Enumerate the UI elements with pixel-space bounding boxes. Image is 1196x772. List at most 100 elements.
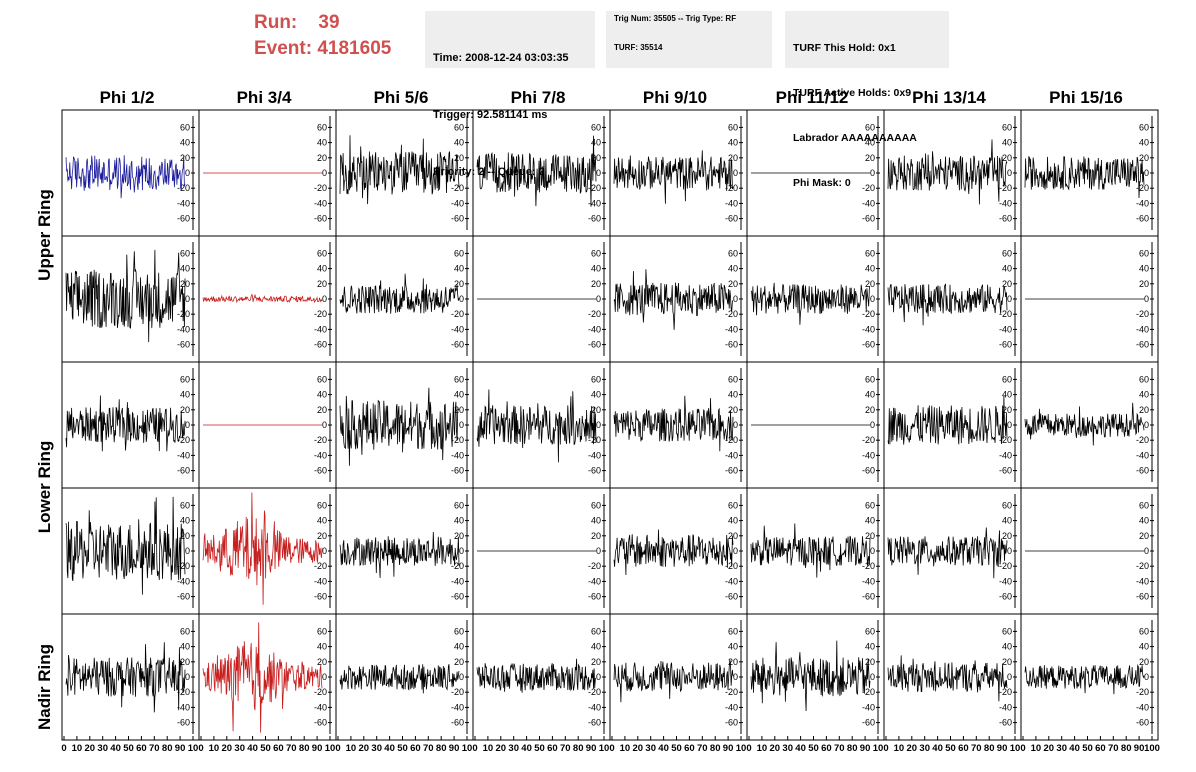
y-tick-label: 20 (1139, 531, 1149, 541)
y-tick-label: 40 (1139, 642, 1149, 652)
y-tick-label: -40 (314, 450, 327, 460)
y-tick-label: 60 (728, 626, 738, 636)
y-tick-label: 40 (728, 516, 738, 526)
y-tick-label: 40 (1002, 516, 1012, 526)
y-tick-label: -20 (314, 435, 327, 445)
y-tick-label: -60 (451, 592, 464, 602)
x-tick-label: 0 (746, 743, 751, 754)
y-tick-label: -40 (451, 198, 464, 208)
y-tick-label: 20 (728, 153, 738, 163)
y-tick-label: 0 (1144, 672, 1149, 682)
y-tick-label: -40 (451, 702, 464, 712)
labrador-text: Labrador AAAAAAAAAA (793, 132, 917, 144)
x-tick-label: 50 (1082, 743, 1093, 754)
y-tick-label: 40 (865, 138, 875, 148)
y-tick-label: -20 (725, 309, 738, 319)
y-tick-label: 0 (870, 672, 875, 682)
y-tick-label: 60 (591, 374, 601, 384)
waveform-trace (750, 523, 871, 578)
y-tick-label: 20 (454, 279, 464, 289)
x-tick-label: 10 (599, 743, 610, 754)
x-tick-label: 40 (1069, 743, 1080, 754)
y-tick-label: 60 (317, 626, 327, 636)
y-tick-label: 60 (591, 248, 601, 258)
y-tick-label: 20 (591, 405, 601, 415)
waveform-trace (65, 249, 186, 343)
waveform-trace (750, 282, 871, 325)
y-tick-label: -60 (1136, 340, 1149, 350)
waveform-trace (750, 640, 871, 712)
y-tick-label: 20 (1139, 153, 1149, 163)
run-line: Run: 39 (254, 10, 391, 36)
y-tick-label: 60 (180, 500, 190, 510)
y-tick-label: -60 (862, 214, 875, 224)
y-tick-label: 0 (596, 672, 601, 682)
waveform-trace (65, 642, 186, 713)
y-tick-label: -60 (177, 466, 190, 476)
y-tick-label: -20 (588, 183, 601, 193)
y-tick-label: 60 (1002, 248, 1012, 258)
y-tick-label: -20 (999, 309, 1012, 319)
y-tick-label: 20 (180, 405, 190, 415)
y-tick-label: 40 (1139, 138, 1149, 148)
y-tick-label: -20 (725, 435, 738, 445)
y-tick-label: 60 (1139, 122, 1149, 132)
y-tick-label: -40 (862, 450, 875, 460)
y-tick-label: -60 (862, 466, 875, 476)
x-tick-label: 90 (586, 743, 597, 754)
x-tick-label: 30 (97, 743, 108, 754)
y-tick-label: -40 (725, 450, 738, 460)
y-tick-label: -40 (588, 450, 601, 460)
x-tick-label: 30 (782, 743, 793, 754)
y-tick-label: -60 (177, 340, 190, 350)
y-tick-label: -60 (314, 214, 327, 224)
y-tick-label: 40 (180, 138, 190, 148)
x-tick-label: 70 (1108, 743, 1119, 754)
waveform-trace (339, 531, 460, 578)
y-tick-label: -60 (862, 340, 875, 350)
x-tick-label: 20 (359, 743, 370, 754)
y-tick-label: -60 (451, 340, 464, 350)
y-tick-label: 40 (1002, 138, 1012, 148)
y-tick-label: 60 (865, 374, 875, 384)
y-tick-label: 60 (317, 374, 327, 384)
y-tick-label: -40 (177, 324, 190, 334)
x-tick-label: 40 (521, 743, 532, 754)
y-tick-label: -20 (862, 687, 875, 697)
x-tick-label: 50 (397, 743, 408, 754)
x-tick-label: 60 (547, 743, 558, 754)
panel-frame (1020, 613, 1159, 741)
y-tick-label: 20 (180, 657, 190, 667)
y-tick-label: -20 (1136, 435, 1149, 445)
y-tick-label: 60 (317, 248, 327, 258)
y-tick-label: 60 (1139, 626, 1149, 636)
y-tick-label: -40 (862, 576, 875, 586)
phi-label-8: Phi 15/16 (1049, 88, 1123, 107)
y-tick-label: -20 (177, 183, 190, 193)
y-tick-label: 20 (865, 531, 875, 541)
y-tick-label: 20 (591, 531, 601, 541)
y-tick-label: 0 (596, 546, 601, 556)
y-tick-label: -40 (725, 702, 738, 712)
y-tick-label: 60 (591, 500, 601, 510)
y-tick-label: 20 (317, 531, 327, 541)
y-tick-label: 0 (459, 546, 464, 556)
y-tick-label: 0 (870, 420, 875, 430)
waveform-trace (476, 389, 597, 463)
y-tick-label: 0 (733, 672, 738, 682)
y-tick-label: 60 (591, 626, 601, 636)
y-tick-label: -20 (451, 309, 464, 319)
x-tick-label: 60 (410, 743, 421, 754)
y-tick-label: -20 (862, 309, 875, 319)
y-tick-label: 40 (865, 642, 875, 652)
x-tick-label: 30 (508, 743, 519, 754)
x-tick-label: 50 (808, 743, 819, 754)
y-tick-label: -40 (1136, 324, 1149, 334)
phi-label-6: Phi 11/12 (775, 88, 849, 107)
